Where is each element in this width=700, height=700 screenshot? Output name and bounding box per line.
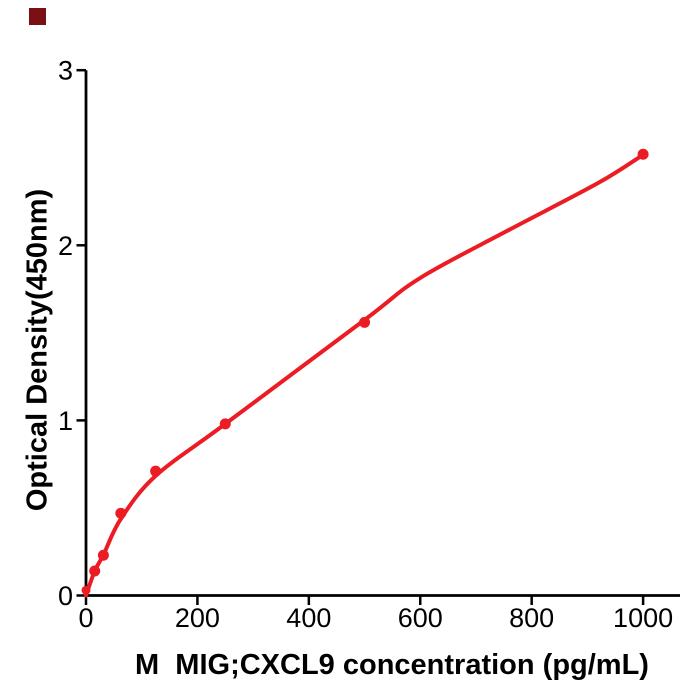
x-tick-label: 0 xyxy=(78,603,93,633)
y-tick-label: 0 xyxy=(58,581,73,611)
x-axis-title: M MIG;CXCL9 concentration (pg/mL) xyxy=(135,649,649,681)
data-point xyxy=(150,465,162,477)
data-point xyxy=(89,565,101,577)
data-point xyxy=(115,507,127,519)
data-point xyxy=(97,549,109,561)
watermark-square xyxy=(29,8,46,25)
data-point xyxy=(81,585,91,595)
y-tick-label: 3 xyxy=(58,56,73,86)
x-tick-label: 600 xyxy=(398,603,443,633)
x-tick-label: 800 xyxy=(509,603,554,633)
y-tick-label: 1 xyxy=(58,406,73,436)
x-tick-label: 1000 xyxy=(613,603,673,633)
data-point xyxy=(359,316,371,328)
data-point xyxy=(637,148,649,160)
y-tick-label: 2 xyxy=(58,231,73,261)
x-tick-label: 200 xyxy=(175,603,220,633)
x-tick-label: 400 xyxy=(286,603,331,633)
data-point xyxy=(219,418,231,430)
fitted-curve xyxy=(84,152,646,598)
